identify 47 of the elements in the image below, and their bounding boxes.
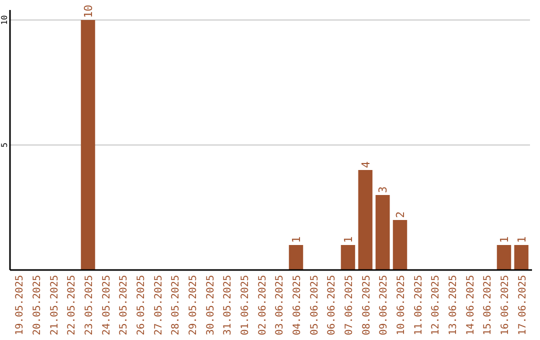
x-tick-label: 01.06.2025: [240, 275, 251, 336]
x-tick-label: 06.06.2025: [326, 275, 338, 336]
x-tick-label: 26.05.2025: [136, 275, 147, 336]
bar: [376, 195, 390, 270]
x-tick-label: 16.06.2025: [500, 275, 511, 336]
x-tick-label: 27.05.2025: [153, 275, 164, 336]
bar: [514, 245, 528, 270]
data-label: 1: [342, 236, 355, 243]
x-tick-label: 21.05.2025: [49, 275, 60, 336]
x-tick-label: 15.06.2025: [482, 275, 494, 336]
data-label: 1: [290, 236, 303, 243]
x-tick-label: 05.06.2025: [309, 275, 320, 336]
x-tick-label: 31.05.2025: [222, 275, 234, 336]
x-tick-label: 30.05.2025: [205, 275, 216, 336]
x-tick-label: 12.06.2025: [430, 275, 442, 336]
x-tick-label: 14.06.2025: [465, 275, 476, 336]
data-label: 3: [376, 186, 390, 193]
bar: [288, 245, 304, 270]
x-tick-label: 03.06.2025: [274, 275, 286, 336]
x-tick-label: 22.05.2025: [66, 275, 78, 336]
bar: [392, 220, 408, 270]
x-tick-label: 13.06.2025: [448, 275, 459, 336]
x-tick-label: 24.05.2025: [101, 275, 112, 336]
x-tick-label: 11.06.2025: [413, 275, 424, 336]
x-tick-label: 08.06.2025: [361, 275, 372, 336]
x-tick-label: 09.06.2025: [378, 275, 390, 336]
data-label: 1: [515, 236, 528, 243]
x-tick-label: 20.05.2025: [32, 275, 43, 336]
x-tick-label: 10.06.2025: [396, 275, 407, 336]
bar: [80, 20, 96, 270]
x-tick-label: 28.05.2025: [170, 275, 182, 336]
data-label: 10: [82, 4, 95, 18]
bar: [358, 170, 372, 270]
data-label: 4: [359, 161, 372, 168]
x-tick-label: 04.06.2025: [292, 275, 303, 336]
bar: [340, 245, 356, 270]
x-tick-label: 23.05.2025: [84, 275, 95, 336]
x-tick-label: 25.05.2025: [118, 275, 130, 336]
bar: [496, 245, 512, 270]
x-tick-label: 19.05.2025: [14, 275, 26, 336]
data-label: 2: [394, 211, 407, 218]
x-tick-label: 17.06.2025: [517, 275, 528, 336]
x-tick-label: 07.06.2025: [344, 275, 355, 336]
x-tick-label: 02.06.2025: [257, 275, 268, 336]
x-tick-label: 29.05.2025: [188, 275, 199, 336]
data-label: 1: [498, 236, 511, 243]
y-tick-label: 5: [0, 142, 9, 148]
